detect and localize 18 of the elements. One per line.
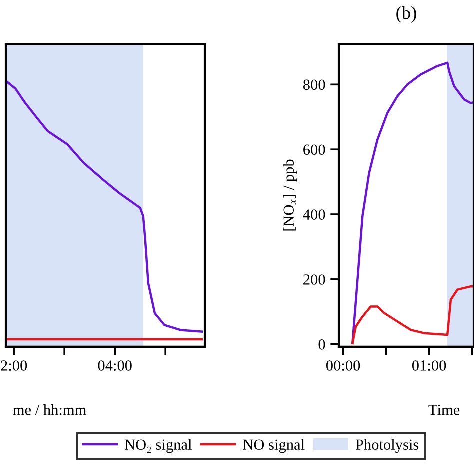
x-axis-title: me / hh:mm xyxy=(13,404,86,416)
x-tick-label: 01:00 xyxy=(412,360,446,371)
line-series xyxy=(352,285,474,345)
y-tick-label: 400 xyxy=(303,210,326,220)
line-series xyxy=(352,62,474,345)
legend-label: NO₂ signal xyxy=(124,439,192,454)
x-tick-label: 2:00 xyxy=(1,360,28,371)
legend-label: Photolysis xyxy=(356,439,419,454)
y-axis-title: [NO$_{x}$] / ppb xyxy=(283,160,298,231)
legend-label: NO signal xyxy=(243,439,305,454)
x-tick-label: 00:00 xyxy=(326,360,360,371)
chart-title: (b) xyxy=(396,6,416,23)
x-tick-label: 04:00 xyxy=(98,360,132,371)
x-axis-title: Time xyxy=(428,405,460,416)
y-tick-label: 800 xyxy=(303,80,326,90)
y-tick-label: 200 xyxy=(304,274,326,285)
y-tick-label: 0 xyxy=(318,340,326,350)
y-tick-label: 600 xyxy=(304,144,326,156)
